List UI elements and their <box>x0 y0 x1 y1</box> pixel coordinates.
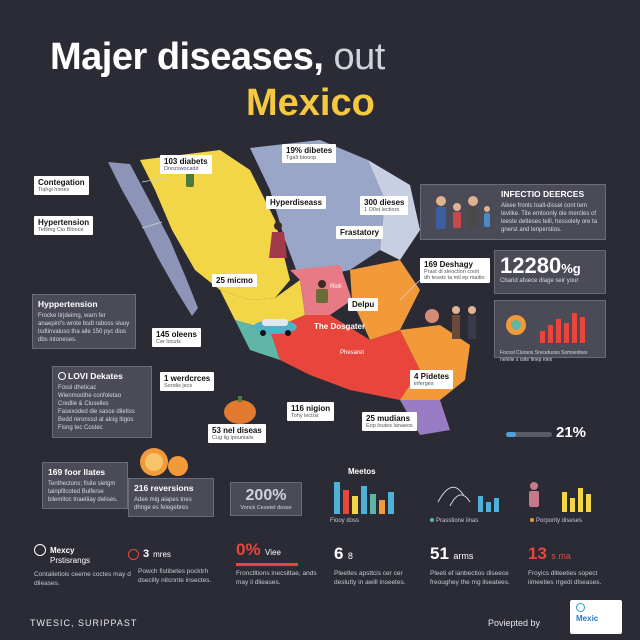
car-wheel-icon <box>260 330 266 336</box>
label-103-diabets: 103 diabets Dnozswocadd <box>160 155 212 174</box>
label-53-nel-diseas: 53 nel diseas Cug lig ipouniaiis <box>208 424 266 443</box>
foor-llates-box: 169 foor llates Tenthectons; fisite siet… <box>42 462 128 510</box>
virus-icon <box>128 548 139 560</box>
bottom-stat-6: 13 s ma Froyics dliteeties sopect iimeet… <box>528 544 602 586</box>
reversions-box: 216 reversions Adee mig aiapes tnes dhng… <box>128 478 214 518</box>
label-300-dieses: 300 dieses 1 O0st lectiors <box>360 196 409 215</box>
orange-fruit-icon <box>140 448 188 476</box>
label-1-werdcrces: 1 werdcrces Sondis jecs <box>160 372 215 391</box>
clinic-people-icon <box>425 306 476 339</box>
label-116-nigion: 116 nigion Tohy lectos <box>287 402 335 421</box>
lovi-item: Fasexoded die sasce diletiss <box>58 409 135 416</box>
label-19-dibetes: 19% dibetes Tgalt biooop <box>282 144 337 163</box>
label-rioli: Rioli <box>330 284 342 290</box>
leader-line-4 <box>399 279 421 301</box>
page-title: Majer diseases, out <box>50 36 386 78</box>
label-the-dosgater: The Dosgater <box>314 322 366 331</box>
meetos-title: Meetos <box>348 467 376 476</box>
lovi-item: Wienmoothe confoletao <box>58 393 122 400</box>
progress-track <box>506 432 552 437</box>
label-25-micmo: 25 micmo <box>212 274 257 287</box>
persione-chart <box>437 486 499 512</box>
meetos-caption: Fiooy doss <box>330 518 360 524</box>
lovi-item: Fisng tec Costec <box>58 425 103 432</box>
page-subtitle: Mexico <box>246 82 375 124</box>
stat-200-box: 200% Vonck Cesetel dosse <box>230 482 302 516</box>
woman-body-icon <box>269 232 287 258</box>
info-icon <box>58 372 66 380</box>
label-deshagy: 169 Deshagy Prast di sleoction cooit dh t… <box>420 258 490 283</box>
map-region-central-yellow <box>220 280 305 330</box>
map-region-north-central <box>250 140 385 280</box>
label-hyperdiseass: Hyperdiseass <box>266 196 327 209</box>
lovi-title: LOVI Dekates <box>58 371 146 381</box>
meetos-bar-chart <box>334 482 394 514</box>
lovi-item: Fossl dheticac <box>58 385 97 391</box>
map-region-east-orange <box>350 260 420 340</box>
big-stat-box: 12280%g Cbarid afuece dlage seir your <box>494 250 606 294</box>
lovi-item: Bedd reronssd at alcig ltigos <box>58 417 134 424</box>
pumpkin-icon <box>224 396 256 424</box>
map-region-south-red <box>270 315 420 400</box>
bottom-stat-4: 6 8 Pleetles apsttcis cer cer deslutty i… <box>334 544 406 586</box>
bottom-stat-2: 3 mres Powch fistibetes pocktrh dsecilly… <box>128 548 220 586</box>
lovi-item: Credlie & Cluselles <box>58 401 109 408</box>
mini-chart-box: Focosl Cluraos Srecetuoss Somsedoes nele… <box>494 300 606 363</box>
persione-caption: Prasstione linas <box>430 518 478 524</box>
label-frastatory: Frastatory <box>336 226 384 239</box>
soldier-body-icon <box>316 289 328 303</box>
hypertension-box: Hyppertension Frocke tirjdeimg, warn fer… <box>32 294 136 350</box>
label-contegation: Contegation Tiqhgi hones <box>34 176 89 195</box>
car-wheel-icon-2 <box>285 330 291 336</box>
lovi-dekates-box: LOVI Dekates Fossl dheticac Wienmoothe c… <box>52 366 152 438</box>
globe-icon <box>576 603 585 612</box>
porpority-caption: Porpority diseses <box>530 518 582 524</box>
footer-logo[interactable]: Mexic <box>570 600 622 634</box>
stat-200-value: 200% <box>245 487 287 504</box>
brain-icon <box>34 544 46 556</box>
leader-line <box>141 177 166 183</box>
bottom-stat-3: 0% Viee Fronctltions inecsittae, ands ma… <box>236 540 317 586</box>
label-delpu: Delpu <box>348 298 379 311</box>
label-4-pidetes: 4 Pidetes inferges <box>410 370 454 389</box>
map-region-northwest <box>140 150 290 300</box>
soldier-icon <box>318 280 326 288</box>
label-145-oleens: 145 oleens Cer locuts <box>152 328 201 347</box>
bottom-stat-5: 51 arms Pleeti ef ianbectios diseece fre… <box>430 544 510 586</box>
progress-fill <box>506 432 516 437</box>
big-stat-value: 12280%g <box>500 253 581 278</box>
label-phesaret: Phesaret <box>340 350 365 356</box>
title-tail: out <box>333 36 386 78</box>
map-region-far-southeast <box>400 400 450 435</box>
footer-right: Poviepted by <box>488 618 541 628</box>
mini-bar-chart <box>506 313 585 343</box>
infection-box: INFECTIO DEERCES Aikee fronls toall-diss… <box>420 184 606 240</box>
family-icon <box>436 196 490 229</box>
bottom-stat-1: Mexcy Prstisrangs Contalietiois ceeme co… <box>34 544 131 587</box>
map-region-baja <box>108 162 198 316</box>
car-roof-icon <box>262 319 288 326</box>
progress-value: 21% <box>556 424 587 441</box>
porpority-chart <box>529 482 591 512</box>
leader-line-2 <box>141 221 163 229</box>
label-hypertension: Hypertension Tetlimg Cio Blooce <box>34 216 94 235</box>
woman-icon <box>274 222 282 230</box>
footer-left: TWESIC, SURIPPAST <box>30 618 138 628</box>
label-25-mudians: 25 mudians Eop loutes lanaeos <box>362 412 417 431</box>
